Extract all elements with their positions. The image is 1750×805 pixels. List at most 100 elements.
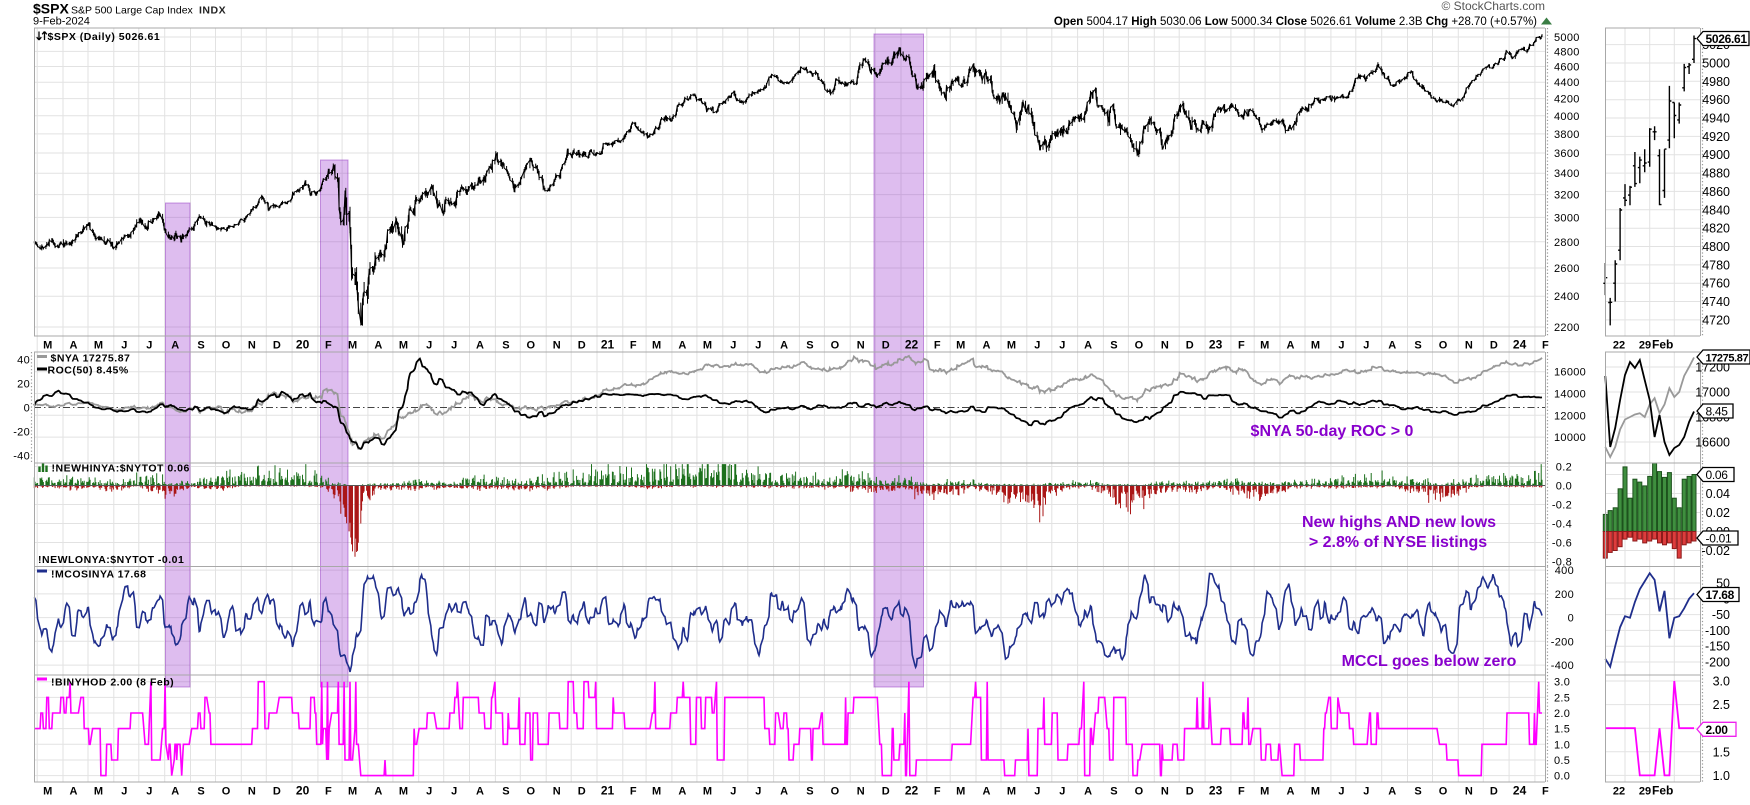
svg-text:A: A	[780, 786, 788, 798]
svg-text:1.5: 1.5	[1713, 745, 1730, 759]
svg-text:A: A	[171, 786, 179, 798]
svg-text:N: N	[1161, 786, 1169, 798]
svg-text:A: A	[1287, 340, 1295, 352]
svg-text:4860: 4860	[1702, 185, 1730, 199]
svg-text:3000: 3000	[1554, 212, 1580, 224]
svg-text:M: M	[348, 340, 357, 352]
svg-text:4880: 4880	[1702, 167, 1730, 181]
svg-text:J: J	[426, 340, 432, 352]
svg-text:17000: 17000	[1695, 386, 1730, 400]
svg-text:4760: 4760	[1702, 277, 1730, 291]
svg-text:21: 21	[601, 784, 615, 798]
svg-text:!BINYHOD 2.00 (8 Feb): !BINYHOD 2.00 (8 Feb)	[51, 677, 174, 689]
svg-text:M: M	[399, 340, 408, 352]
svg-text:A: A	[678, 786, 686, 798]
svg-text:20: 20	[296, 338, 310, 352]
svg-text:2.5: 2.5	[1554, 692, 1570, 704]
svg-text:J: J	[426, 786, 432, 798]
svg-text:J: J	[451, 786, 457, 798]
svg-text:$SPX (Daily) 5026.61: $SPX (Daily) 5026.61	[48, 31, 161, 43]
svg-text:A: A	[70, 786, 78, 798]
svg-text:O: O	[1135, 340, 1144, 352]
svg-text:S: S	[502, 786, 509, 798]
svg-text:4800: 4800	[1554, 46, 1580, 58]
svg-text:M: M	[94, 786, 103, 798]
svg-text:D: D	[273, 786, 281, 798]
svg-text:A: A	[780, 340, 788, 352]
svg-text:Feb: Feb	[1652, 338, 1673, 352]
svg-text:2.0: 2.0	[1554, 708, 1570, 720]
svg-text:F: F	[325, 340, 332, 352]
svg-text:4740: 4740	[1702, 295, 1730, 309]
svg-text:J: J	[1059, 786, 1065, 798]
svg-text:4920: 4920	[1702, 130, 1730, 144]
svg-text:3.0: 3.0	[1554, 677, 1570, 689]
svg-text:A: A	[70, 340, 78, 352]
svg-text:-20: -20	[13, 427, 30, 439]
svg-text:2600: 2600	[1554, 263, 1580, 275]
svg-text:4900: 4900	[1702, 148, 1730, 162]
svg-text:9-Feb-2024: 9-Feb-2024	[33, 16, 90, 28]
svg-text:M: M	[956, 340, 965, 352]
svg-text:J: J	[1363, 340, 1369, 352]
svg-text:-100: -100	[1705, 624, 1730, 638]
svg-text:S: S	[806, 786, 813, 798]
svg-text:M: M	[1007, 786, 1016, 798]
svg-text:3800: 3800	[1554, 129, 1580, 141]
svg-text:4980: 4980	[1702, 75, 1730, 89]
svg-text:1.5: 1.5	[1554, 724, 1570, 736]
svg-text:J: J	[1363, 786, 1369, 798]
svg-text:F: F	[1542, 340, 1549, 352]
svg-text:N: N	[553, 786, 561, 798]
svg-text:A: A	[374, 340, 382, 352]
svg-text:20: 20	[17, 379, 30, 391]
svg-text:> 2.8% of NYSE listings: > 2.8% of NYSE listings	[1309, 534, 1487, 551]
svg-text:24: 24	[1513, 784, 1527, 798]
svg-text:F: F	[934, 340, 941, 352]
svg-text:-150: -150	[1705, 640, 1730, 654]
svg-text:D: D	[273, 340, 281, 352]
svg-text:20: 20	[296, 784, 310, 798]
svg-text:M: M	[703, 786, 712, 798]
svg-text:S: S	[1414, 786, 1421, 798]
svg-text:Open 5004.17 High 5030.06 Low: Open 5004.17 High 5030.06 Low 5000.34 Cl…	[1054, 16, 1537, 28]
svg-text:$NYA 50-day ROC > 0: $NYA 50-day ROC > 0	[1251, 423, 1414, 440]
svg-text:-400: -400	[1551, 660, 1574, 672]
svg-text:M: M	[652, 786, 661, 798]
svg-text:MCCL goes below zero: MCCL goes below zero	[1342, 653, 1517, 670]
svg-text:J: J	[1338, 786, 1344, 798]
svg-text:4200: 4200	[1554, 94, 1580, 106]
svg-text:1.0: 1.0	[1554, 739, 1570, 751]
svg-text:J: J	[1034, 340, 1040, 352]
svg-text:5026.61: 5026.61	[1706, 32, 1748, 46]
svg-text:A: A	[1388, 786, 1396, 798]
svg-text:N: N	[857, 786, 865, 798]
svg-text:J: J	[146, 340, 152, 352]
svg-text:A: A	[1084, 340, 1092, 352]
svg-text:D: D	[882, 786, 890, 798]
svg-text:S: S	[1110, 340, 1117, 352]
svg-text:F: F	[1238, 786, 1245, 798]
svg-text:A: A	[1084, 786, 1092, 798]
svg-text:M: M	[956, 786, 965, 798]
svg-text:23: 23	[1209, 338, 1223, 352]
svg-text:22: 22	[1613, 340, 1625, 352]
svg-text:40: 40	[17, 355, 30, 367]
svg-text:3.0: 3.0	[1713, 675, 1730, 689]
svg-text:16600: 16600	[1695, 436, 1730, 450]
svg-text:J: J	[755, 786, 761, 798]
svg-text:0.2: 0.2	[1556, 462, 1572, 474]
svg-text:M: M	[399, 786, 408, 798]
svg-text:S: S	[197, 340, 204, 352]
svg-text:A: A	[1388, 340, 1396, 352]
svg-text:J: J	[755, 340, 761, 352]
svg-text:!NEWHINYA:$NYTOT 0.06: !NEWHINYA:$NYTOT 0.06	[52, 463, 190, 475]
svg-text:O: O	[222, 340, 231, 352]
svg-text:10000: 10000	[1554, 432, 1586, 444]
svg-text:D: D	[1186, 786, 1194, 798]
svg-text:0.06: 0.06	[1706, 468, 1729, 482]
svg-text:22: 22	[905, 784, 919, 798]
svg-text:2800: 2800	[1554, 237, 1580, 249]
svg-text:M: M	[1311, 340, 1320, 352]
svg-text:M: M	[1311, 786, 1320, 798]
